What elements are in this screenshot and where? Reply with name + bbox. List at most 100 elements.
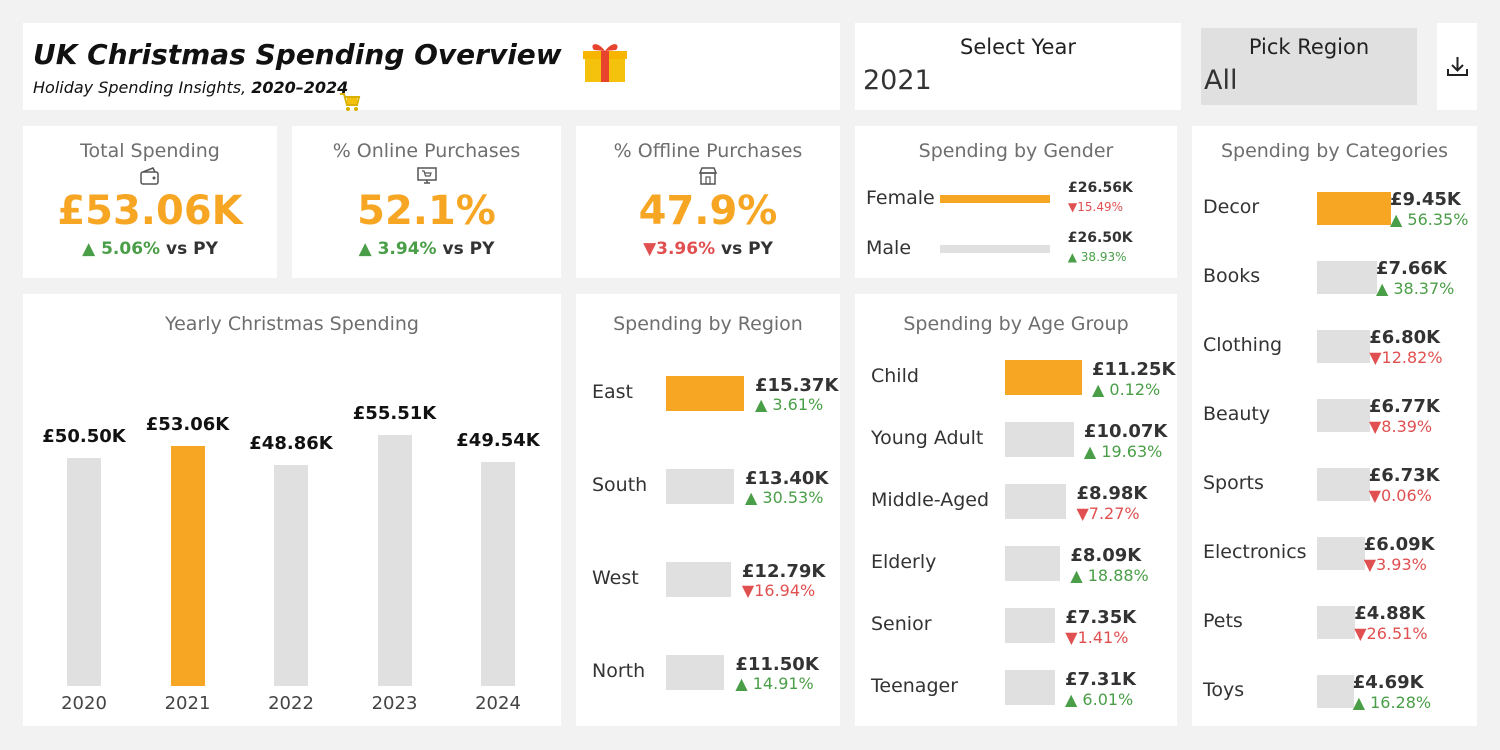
kpi-change: ▼3.96% vs PY: [576, 239, 840, 259]
category-value: £8.09K: [1070, 545, 1142, 566]
category-value: £7.35K: [1065, 607, 1137, 628]
category-change: ▲ 38.93%: [1067, 250, 1127, 264]
category-value: £12.79K: [741, 561, 826, 582]
download-icon: [1447, 57, 1468, 76]
year-axis-label: 2023: [371, 693, 418, 714]
category-value: £9.45K: [1390, 189, 1461, 210]
category-change: ▼15.49%: [1068, 200, 1123, 214]
category-value: £4.88K: [1354, 603, 1426, 624]
category-change: ▲ 14.91%: [735, 674, 814, 693]
category-change: ▼12.82%: [1369, 348, 1443, 367]
categories-card: Spending by Categories Decor £9.45K ▲ 56.3…: [1192, 126, 1477, 726]
yearly-card: Yearly Christmas Spending £50.50K 2020 £53…: [23, 294, 561, 726]
yearly-chart-title: Yearly Christmas Spending: [165, 313, 419, 335]
category-change: ▲ 19.63%: [1083, 442, 1163, 461]
category-label: Clothing: [1203, 334, 1283, 356]
category-change: ▼3.93%: [1363, 555, 1427, 574]
category-value: £7.66K: [1375, 258, 1447, 279]
category-value: £6.80K: [1369, 327, 1441, 348]
age-card: Spending by Age Group Child £11.25K ▲ 0.12…: [855, 294, 1177, 726]
year-bar: [67, 457, 101, 686]
region-slicer[interactable]: Pick Region All: [1201, 28, 1417, 105]
year-bar: [274, 465, 308, 686]
kpi-change: ▲ 5.06% vs PY: [23, 239, 277, 259]
year-slicer[interactable]: Select Year 2021: [855, 23, 1181, 110]
category-change: ▲ 0.12%: [1092, 380, 1161, 399]
region-slicer-label: Pick Region: [1248, 35, 1370, 59]
kpi-change: ▲ 3.94% vs PY: [292, 239, 561, 259]
year-bar: [170, 446, 205, 686]
region-chart: East £15.37K ▲ 3.61% South £13.40K ▲ 30.53% We…: [576, 294, 840, 726]
category-label: Teenager: [871, 675, 959, 697]
kpi-value: £53.06K: [57, 188, 243, 234]
page-subtitle: Holiday Spending Insights, 2020–2024: [33, 78, 348, 97]
year-bar-value: £50.50K: [42, 425, 126, 447]
category-label: Middle-Aged: [871, 489, 990, 511]
category-value: £6.09K: [1363, 534, 1435, 555]
category-change: ▼16.94%: [741, 581, 816, 600]
gift-icon: [583, 44, 627, 82]
category-value: £11.50K: [735, 654, 819, 675]
category-bar: [1317, 398, 1370, 432]
category-label: Electronics: [1203, 541, 1307, 563]
kpi-change-percent: ▲ 3.94%: [358, 239, 437, 259]
year-axis-label: 2022: [268, 693, 314, 714]
age-chart: Child £11.25K ▲ 0.12% Young Adult £10.07K ▲ 1…: [855, 294, 1177, 726]
category-bar: [1317, 191, 1391, 225]
kpi-change-percent: ▲ 5.06%: [82, 239, 161, 259]
category-change: ▲ 3.61%: [755, 395, 824, 414]
category-bar: [1005, 545, 1061, 581]
category-bar: [1317, 536, 1365, 570]
category-value: £6.77K: [1369, 396, 1440, 417]
kpi-title: Total Spending: [80, 140, 220, 162]
kpi-change-vs: vs PY: [721, 239, 773, 259]
year-bar: [481, 461, 515, 686]
category-value: £4.69K: [1352, 672, 1424, 693]
year-axis-label: 2020: [61, 693, 107, 714]
categories-chart: Decor £9.45K ▲ 56.35% Books £7.66K ▲ 38.37% Cl…: [1192, 126, 1477, 726]
category-value: £26.50K: [1067, 230, 1133, 246]
category-label: Child: [871, 365, 919, 387]
year-bar-value: £55.51K: [352, 403, 437, 424]
category-bar: [666, 561, 731, 597]
categories-chart-title: Spending by Categories: [1220, 140, 1449, 162]
category-label: North: [592, 660, 646, 682]
category-label: Pets: [1203, 610, 1243, 632]
category-bar: [1005, 607, 1056, 643]
year-bar-value: £48.86K: [249, 433, 333, 455]
category-value: £6.73K: [1368, 465, 1440, 486]
category-value: £26.56K: [1068, 180, 1133, 196]
subtitle-years: 2020–2024: [251, 78, 349, 97]
category-change: ▲ 38.37%: [1375, 279, 1455, 298]
category-value: £13.40K: [745, 468, 829, 489]
category-value: £11.25K: [1092, 359, 1176, 380]
category-value: £10.07K: [1083, 421, 1168, 442]
kpi-title: % Online Purchases: [332, 140, 521, 162]
gender-card: Spending by Gender Female £26.56K ▼15.49% M…: [855, 126, 1177, 278]
download-button[interactable]: [1437, 23, 1477, 110]
kpi-title: % Offline Purchases: [613, 140, 803, 162]
category-value: £7.31K: [1065, 669, 1136, 690]
category-change: ▼7.27%: [1076, 504, 1140, 523]
category-label: Decor: [1203, 196, 1260, 218]
category-bar: [1317, 260, 1377, 294]
region-slicer-value[interactable]: All: [1204, 65, 1238, 96]
category-label: South: [592, 474, 648, 496]
category-bar: [1317, 467, 1370, 501]
year-bar: [377, 435, 412, 686]
category-change: ▼8.39%: [1369, 417, 1433, 436]
year-bar-value: £49.54K: [456, 429, 540, 451]
category-bar: [940, 245, 1050, 253]
year-slicer-value[interactable]: 2021: [863, 65, 932, 96]
category-label: East: [592, 381, 633, 403]
category-label: Toys: [1203, 679, 1245, 701]
subtitle-prefix: Holiday Spending Insights,: [33, 78, 252, 97]
category-label: Books: [1203, 265, 1261, 287]
kpi-change-vs: vs PY: [166, 239, 218, 259]
category-label: Male: [866, 237, 912, 259]
category-change: ▲ 16.28%: [1352, 693, 1432, 712]
category-bar: [940, 195, 1050, 203]
category-bar: [1317, 605, 1356, 639]
gender-chart: Female £26.56K ▼15.49% Male £26.50K ▲ 38.93%: [855, 126, 1177, 278]
kpi-value: 52.1%: [357, 188, 496, 234]
